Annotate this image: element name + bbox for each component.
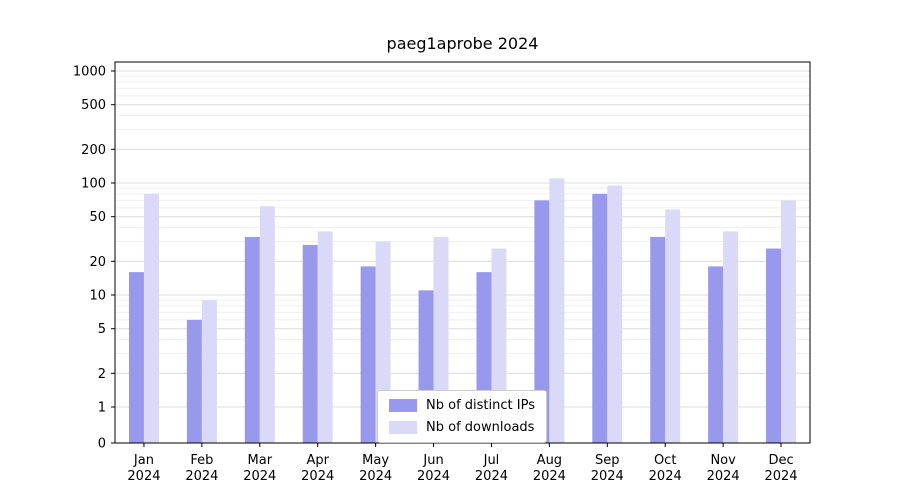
bar-downloads — [317, 231, 333, 443]
chart-legend: Nb of distinct IPs Nb of downloads — [377, 390, 547, 443]
x-tick-label-year: 2024 — [127, 469, 160, 484]
y-tick-label: 500 — [81, 98, 106, 113]
bar-downloads — [549, 178, 565, 443]
x-tick-label-year: 2024 — [301, 469, 334, 484]
bar-distinct-ips — [708, 266, 724, 443]
legend-label: Nb of distinct IPs — [426, 398, 535, 413]
bar-downloads — [607, 185, 623, 444]
x-tick-label-month: May — [362, 453, 389, 468]
x-tick-label-year: 2024 — [417, 469, 450, 484]
bar-distinct-ips — [244, 236, 260, 443]
y-tick-label: 50 — [89, 210, 106, 225]
bar-downloads — [201, 300, 217, 443]
bar-downloads — [143, 193, 159, 443]
x-tick-label-month: Nov — [710, 453, 736, 468]
y-tick-label: 10 — [89, 289, 106, 304]
x-tick-label-month: Feb — [190, 453, 213, 468]
chart-title: paeg1aprobe 2024 — [386, 34, 539, 53]
y-tick-label: 5 — [98, 322, 106, 337]
y-tick-label: 1 — [98, 401, 106, 416]
x-tick-label-year: 2024 — [359, 469, 392, 484]
bar-distinct-ips — [766, 248, 782, 443]
x-tick-label-month: Dec — [768, 453, 793, 468]
x-tick-label-month: Mar — [248, 453, 273, 468]
x-tick-label-year: 2024 — [475, 469, 508, 484]
legend-swatch-icon — [389, 399, 418, 412]
legend-item: Nb of distinct IPs — [389, 398, 535, 413]
bar-distinct-ips — [128, 272, 144, 443]
y-tick-label: 20 — [89, 255, 106, 270]
bar-downloads — [665, 209, 681, 443]
bar-distinct-ips — [650, 236, 666, 443]
x-tick-label-month: Apr — [306, 453, 329, 468]
x-tick-label-year: 2024 — [649, 469, 682, 484]
bar-downloads — [723, 231, 739, 443]
x-tick-label-month: Jun — [422, 453, 443, 468]
x-tick-label-year: 2024 — [243, 469, 276, 484]
x-tick-label-month: Aug — [537, 453, 562, 468]
x-tick-label-month: Jul — [483, 453, 500, 468]
x-tick-label-year: 2024 — [707, 469, 740, 484]
bar-distinct-ips — [592, 193, 608, 443]
y-tick-label: 0 — [98, 437, 106, 452]
bar-distinct-ips — [302, 244, 318, 443]
bar-distinct-ips — [360, 266, 376, 443]
y-tick-label: 1000 — [73, 65, 106, 80]
legend-swatch-icon — [389, 421, 418, 434]
legend-item: Nb of downloads — [389, 420, 535, 435]
bar-distinct-ips — [186, 319, 202, 443]
x-tick-label-year: 2024 — [533, 469, 566, 484]
bar-downloads — [781, 200, 797, 443]
plot-border — [114, 61, 811, 444]
x-tick-label-month: Sep — [595, 453, 620, 468]
y-tick-label: 100 — [81, 177, 106, 192]
x-tick-label-year: 2024 — [185, 469, 218, 484]
x-tick-label-month: Oct — [654, 453, 676, 468]
x-tick-label-month: Jan — [133, 453, 154, 468]
y-tick-label: 2 — [98, 367, 106, 382]
y-tick-label: 200 — [81, 143, 106, 158]
legend-label: Nb of downloads — [426, 420, 535, 435]
bar-distinct-ips — [534, 200, 550, 443]
x-tick-label-year: 2024 — [591, 469, 624, 484]
x-tick-label-year: 2024 — [764, 469, 797, 484]
bar-downloads — [259, 206, 275, 443]
